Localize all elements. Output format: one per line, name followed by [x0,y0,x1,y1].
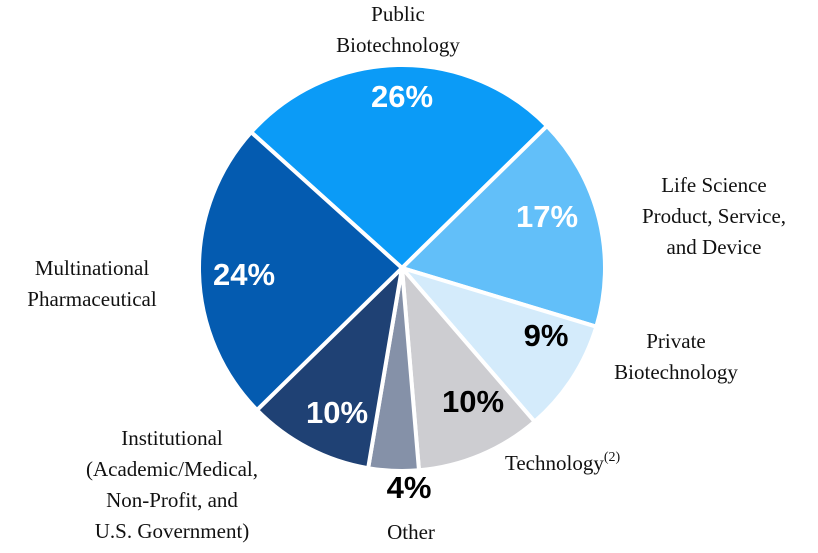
pie-slice [254,266,404,471]
slice-category-label: Public Biotechnology [336,2,460,57]
slice-category-label: Technology(2) [505,450,621,475]
pie-slice [400,266,537,473]
slice-category-label: Life Science Product, Service, and Device [642,173,786,259]
slice-value-label: 10% [442,384,504,419]
pie-slice [400,123,607,329]
footnote-superscript: (2) [604,450,621,465]
pie-slice [197,130,404,413]
slice-category-label: Other [387,520,435,544]
slice-category-label: Institutional (Academic/Medical, Non-Profi… [86,426,258,543]
slice-value-label: 4% [387,470,432,505]
pie-slice [400,266,599,424]
slice-category-label: Private Biotechnology [614,329,738,384]
slice-value-label: 26% [371,79,433,114]
pie-slice [249,63,550,270]
slice-value-label: 10% [306,395,368,430]
slice-value-label: 17% [516,199,578,234]
slice-value-label: 24% [213,257,275,292]
slice-category-label: Multinational Pharmaceutical [27,256,157,311]
slice-value-label: 9% [524,318,569,353]
